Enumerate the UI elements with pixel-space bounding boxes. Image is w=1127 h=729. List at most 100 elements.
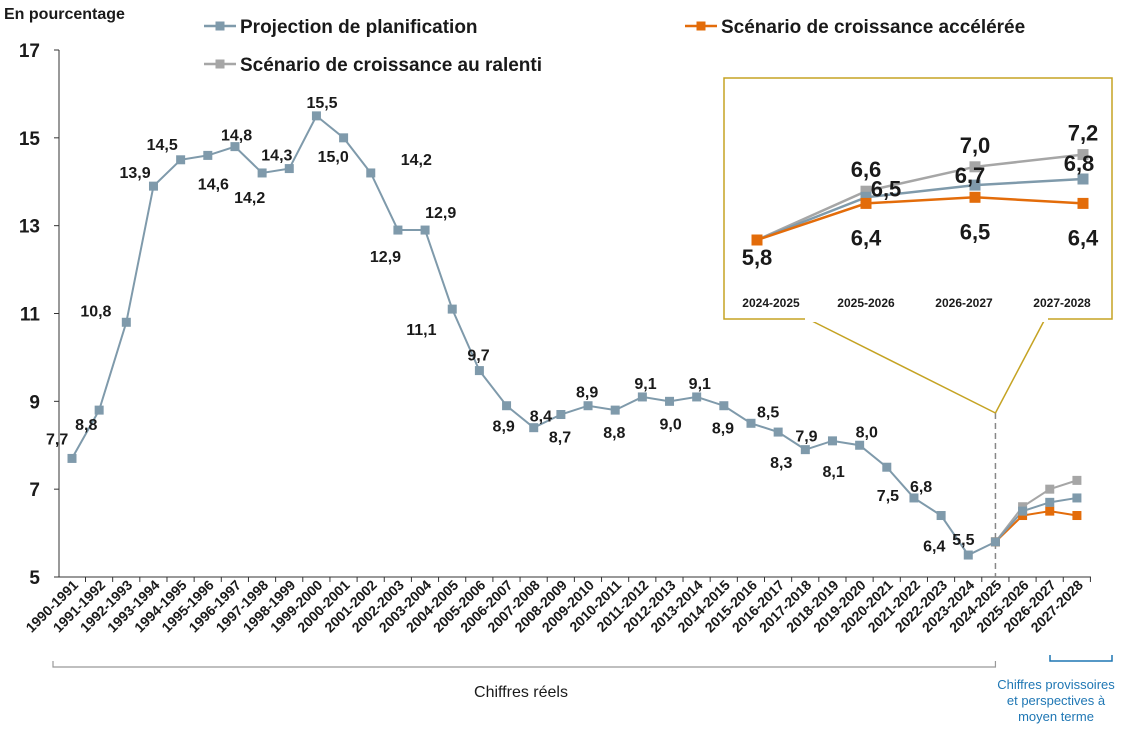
data-point (692, 392, 702, 402)
data-point (502, 401, 512, 411)
inset-data-label: 6,7 (955, 163, 986, 188)
inset-series-line (756, 177, 1084, 242)
data-label: 7,5 (877, 488, 899, 505)
data-point (773, 427, 783, 437)
data-point (529, 423, 539, 433)
inset-data-label: 7,0 (960, 133, 991, 158)
data-label: 8,7 (549, 430, 571, 447)
data-label: 11,1 (406, 322, 436, 339)
actual-label: Chiffres réels (474, 684, 568, 701)
legend-label: Scénario de croissance au ralenti (240, 55, 542, 76)
inset-x-label: 2025-2026 (837, 296, 895, 310)
inset-data-label: 6,5 (871, 176, 902, 201)
inset-chart: 5,8 6,5 6,4 6,6 6,7 6,5 7,0 6,8 6,4 7,2 2024-2025 2… (723, 77, 1113, 414)
forecast-label: Chiffres provissoires (997, 677, 1115, 692)
series-line (994, 479, 1078, 543)
data-point (1045, 484, 1055, 494)
inset-x-label: 2026-2027 (935, 296, 993, 310)
data-point (963, 550, 973, 560)
x-tick-labels: 1990-19911991-19921992-19931993-19941994… (22, 577, 1086, 636)
forecast-label: moyen terme (1018, 709, 1094, 724)
data-point (121, 317, 131, 327)
forecast-label: et perspectives à (1007, 693, 1106, 708)
inset-data-point (1077, 173, 1089, 185)
data-point (746, 418, 756, 428)
data-point (583, 401, 593, 411)
legend-marker (215, 21, 225, 31)
data-point (311, 111, 321, 121)
data-label: 9,1 (634, 376, 656, 393)
inset-data-point (969, 161, 981, 173)
inset-data-label: 6,6 (851, 157, 882, 182)
data-label: 7,7 (46, 431, 68, 448)
y-tick-label: 13 (19, 217, 40, 238)
inset-series-line (756, 196, 1084, 242)
inset-x-label: 2024-2025 (742, 296, 800, 310)
actual-bracket (52, 661, 997, 668)
data-label: 9,0 (660, 416, 682, 433)
data-label: 6,4 (923, 539, 945, 556)
data-label: 8,8 (75, 417, 97, 434)
data-label: 7,9 (795, 429, 817, 446)
forecast-bracket (1049, 655, 1113, 662)
data-point (990, 537, 1000, 547)
inset-data-point (969, 179, 981, 191)
inset-data-label: 6,4 (851, 225, 882, 250)
data-label: 8,8 (603, 425, 625, 442)
data-point (230, 142, 240, 152)
data-point (556, 410, 566, 420)
data-point (474, 366, 484, 376)
data-label: 8,3 (770, 455, 792, 472)
data-point (1072, 493, 1082, 503)
data-point (1045, 497, 1055, 507)
y-tick-label: 15 (19, 129, 41, 150)
data-label: 5,5 (952, 532, 974, 549)
data-label: 8,5 (757, 404, 779, 421)
y-tick-label: 9 (29, 392, 40, 413)
data-point (936, 511, 946, 521)
data-label: 12,9 (425, 205, 456, 222)
legend: Projection de planification Scénario de c… (204, 17, 1025, 76)
data-label: 14,2 (401, 152, 432, 169)
inset-data-point (1077, 197, 1089, 209)
series-line (994, 510, 1078, 543)
inset-connector-right (994, 318, 1046, 414)
inset-data-label: 5,8 (742, 245, 773, 270)
data-point (1072, 511, 1082, 521)
legend-label: Scénario de croissance accélérée (721, 17, 1025, 38)
y-tick-label: 5 (29, 568, 40, 589)
data-point (339, 133, 349, 143)
data-label: 14,8 (221, 128, 252, 145)
data-point (665, 396, 675, 406)
data-point (148, 181, 158, 191)
series-line (71, 114, 1078, 557)
data-points (67, 111, 1082, 560)
y-tick-label: 7 (29, 480, 40, 501)
series-lines (71, 114, 1078, 557)
data-point (1045, 506, 1055, 516)
data-point (176, 155, 186, 165)
data-label: 8,0 (856, 424, 878, 441)
data-point (827, 436, 837, 446)
data-point (800, 445, 810, 455)
data-label: 8,9 (712, 421, 734, 438)
data-label: 9,7 (467, 348, 489, 365)
data-point (637, 392, 647, 402)
data-point (94, 405, 104, 415)
y-axis-label: En pourcentage (4, 6, 125, 23)
data-label: 14,5 (147, 137, 178, 154)
data-point (855, 440, 865, 450)
data-point (1018, 506, 1028, 516)
inset-x-label: 2027-2028 (1033, 296, 1091, 310)
inset-data-label: 6,4 (1068, 225, 1099, 250)
data-label: 8,4 (530, 409, 552, 426)
inset-connector-left (807, 318, 996, 414)
data-label: 14,6 (198, 176, 229, 193)
data-label: 8,9 (576, 385, 598, 402)
inset-data-label: 6,5 (960, 219, 991, 244)
data-point (203, 150, 213, 160)
inset-frame-gap (805, 316, 1048, 322)
